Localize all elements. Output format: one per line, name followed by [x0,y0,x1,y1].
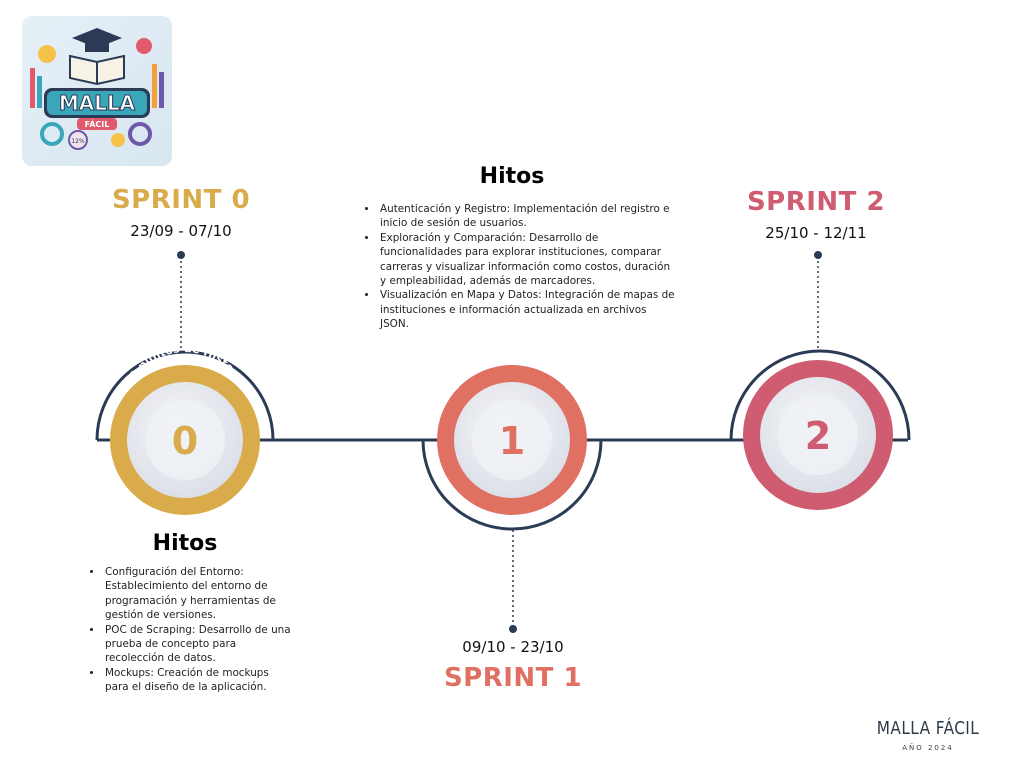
sprint-0-outer-arc [95,350,275,441]
svg-text:FÁCIL: FÁCIL [85,118,110,129]
sprint-1-dates: 09/10 - 23/10 [462,638,564,656]
sprint-0-hitos-list: Configuración del Entorno: Establecimien… [89,565,293,695]
sprint-0-number: 0 [172,419,198,463]
sprint-1-hito-item: Autenticación y Registro: Implementación… [378,202,678,231]
sprint-1-title: SPRINT 1 [443,663,583,693]
sprint-2-dates: 25/10 - 12/11 [765,224,867,242]
sprint-1-number: 1 [499,419,525,463]
svg-text:MALLA: MALLA [59,91,136,115]
sprint-1-connector-dot [509,625,517,633]
sprint-0-connector-dot [177,251,185,259]
sprint-1-hito-item: Visualización en Mapa y Datos: Integraci… [378,288,678,331]
sprint-2-connector-dot [814,251,822,259]
sprint-1-outer-arc [421,439,603,531]
svg-text:12%: 12% [71,138,85,145]
brand-name: MALLA FÁCIL [876,718,980,739]
sprint-0-hito-item: Mockups: Creación de mockups para el dis… [103,666,293,695]
sprint-0-hitos-title: Hitos [152,531,218,556]
sprint-0-hito-item: POC de Scraping: Desarrollo de una prueb… [103,623,293,666]
sprint-1-hitos-title: Hitos [479,164,545,189]
brand-year: AÑO 2024 [902,744,954,752]
sprint-2-outer-arc [729,349,911,441]
malla-facil-logo: MALLA FÁCIL 12% [22,16,172,166]
sprint-1-hito-item: Exploración y Comparación: Desarrollo de… [378,231,678,289]
sprint-0-title: SPRINT 0 [111,185,251,215]
sprint-2-title: SPRINT 2 [746,187,886,217]
sprint-2-number: 2 [805,414,831,458]
sprint-0-dates: 23/09 - 07/10 [130,222,232,240]
sprint-1-hitos-list: Autenticación y Registro: Implementación… [364,202,678,332]
logo-illustration: MALLA FÁCIL 12% [30,28,164,150]
sprint-0-hito-item: Configuración del Entorno: Establecimien… [103,565,293,623]
